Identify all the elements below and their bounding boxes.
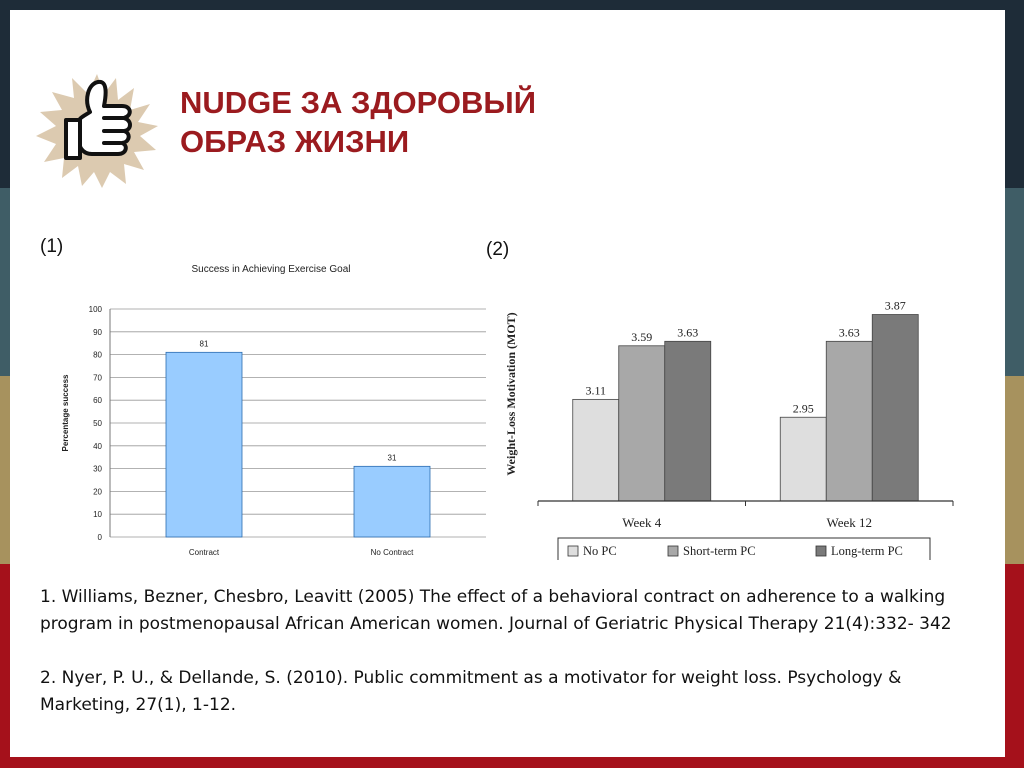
chart-1-ytick-label: 80 <box>93 351 102 360</box>
chart-1-ytick-label: 100 <box>89 305 103 314</box>
chart-2-category-label: Week 12 <box>826 515 872 530</box>
chart-2-category-label: Week 4 <box>622 515 662 530</box>
title-line-1: NUDGE ЗА ЗДОРОВЫЙ <box>180 85 537 120</box>
thumbs-up-icon <box>36 74 158 188</box>
chart-1-bar <box>165 351 243 538</box>
chart-2-bar <box>779 416 827 502</box>
chart-2-weight-loss-motivation: Weight-Loss Motivation (MOT) 3.11 3.59 3.6… <box>504 299 954 560</box>
chart-2-bar <box>618 345 666 502</box>
chart-2-bar <box>825 340 873 502</box>
chart-2-bar <box>871 314 919 502</box>
chart-2-data-label: 3.87 <box>885 299 906 313</box>
chart-1-ytick-label: 60 <box>93 396 102 405</box>
chart-2-legend-swatch <box>567 545 579 557</box>
slide: NUDGE ЗА ЗДОРОВЫЙ ОБРАЗ ЖИЗНИ (1) (2) Su… <box>10 10 1005 757</box>
chart-1-label: (1) <box>40 236 64 257</box>
chart-2-legend-swatch <box>667 545 679 557</box>
chart-2-ylabel: Weight-Loss Motivation (MOT) <box>504 312 518 475</box>
title-line-2: ОБРАЗ ЖИЗНИ <box>180 124 410 159</box>
chart-2-legend <box>557 537 931 560</box>
chart-1-data-label: 81 <box>200 339 209 348</box>
chart-2-data-label: 3.63 <box>677 325 698 339</box>
chart-1-ylabel: Percentage success <box>61 374 70 451</box>
references: 1. Williams, Bezner, Chesbro, Leavitt (2… <box>40 584 980 719</box>
chart-2-bar <box>664 340 712 502</box>
slide-title: NUDGE ЗА ЗДОРОВЫЙ ОБРАЗ ЖИЗНИ <box>180 83 700 161</box>
chart-2-data-label: 2.95 <box>793 401 814 415</box>
chart-1-ytick-label: 70 <box>93 373 102 382</box>
chart-1-ytick-label: 90 <box>93 328 102 337</box>
chart-1-ytick-label: 10 <box>93 510 102 519</box>
reference-1: 1. Williams, Bezner, Chesbro, Leavitt (2… <box>40 587 952 634</box>
chart-2-legend-swatch <box>815 545 827 557</box>
chart-1-category-label: No Contract <box>371 548 414 557</box>
chart-2-data-label: 3.11 <box>585 383 606 397</box>
chart-1-exercise-goal: Success in Achieving Exercise Goal Perce… <box>61 264 486 557</box>
chart-1-data-label: 31 <box>388 453 397 462</box>
chart-2-bar <box>572 398 620 502</box>
chart-1-ytick-label: 20 <box>93 487 102 496</box>
chart-1-ytick-label: 40 <box>93 442 102 451</box>
chart-2-data-label: 3.59 <box>631 330 652 344</box>
chart-1-title: Success in Achieving Exercise Goal <box>192 264 351 275</box>
chart-2-label: (2) <box>486 239 510 260</box>
chart-1-ytick-label: 30 <box>93 465 102 474</box>
chart-1-bar <box>353 465 431 538</box>
chart-2-legend-label: Short-term PC <box>683 544 756 558</box>
chart-1-category-label: Contract <box>189 548 220 557</box>
chart-2-legend-label: Long-term PC <box>831 544 903 558</box>
chart-1-ytick-label: 0 <box>98 533 103 542</box>
chart-2-data-label: 3.63 <box>839 325 860 339</box>
chart-2-legend-label: No PC <box>583 544 617 558</box>
reference-2: 2. Nyer, P. U., & Dellande, S. (2010). P… <box>40 668 902 715</box>
chart-1-ytick-label: 50 <box>93 419 102 428</box>
